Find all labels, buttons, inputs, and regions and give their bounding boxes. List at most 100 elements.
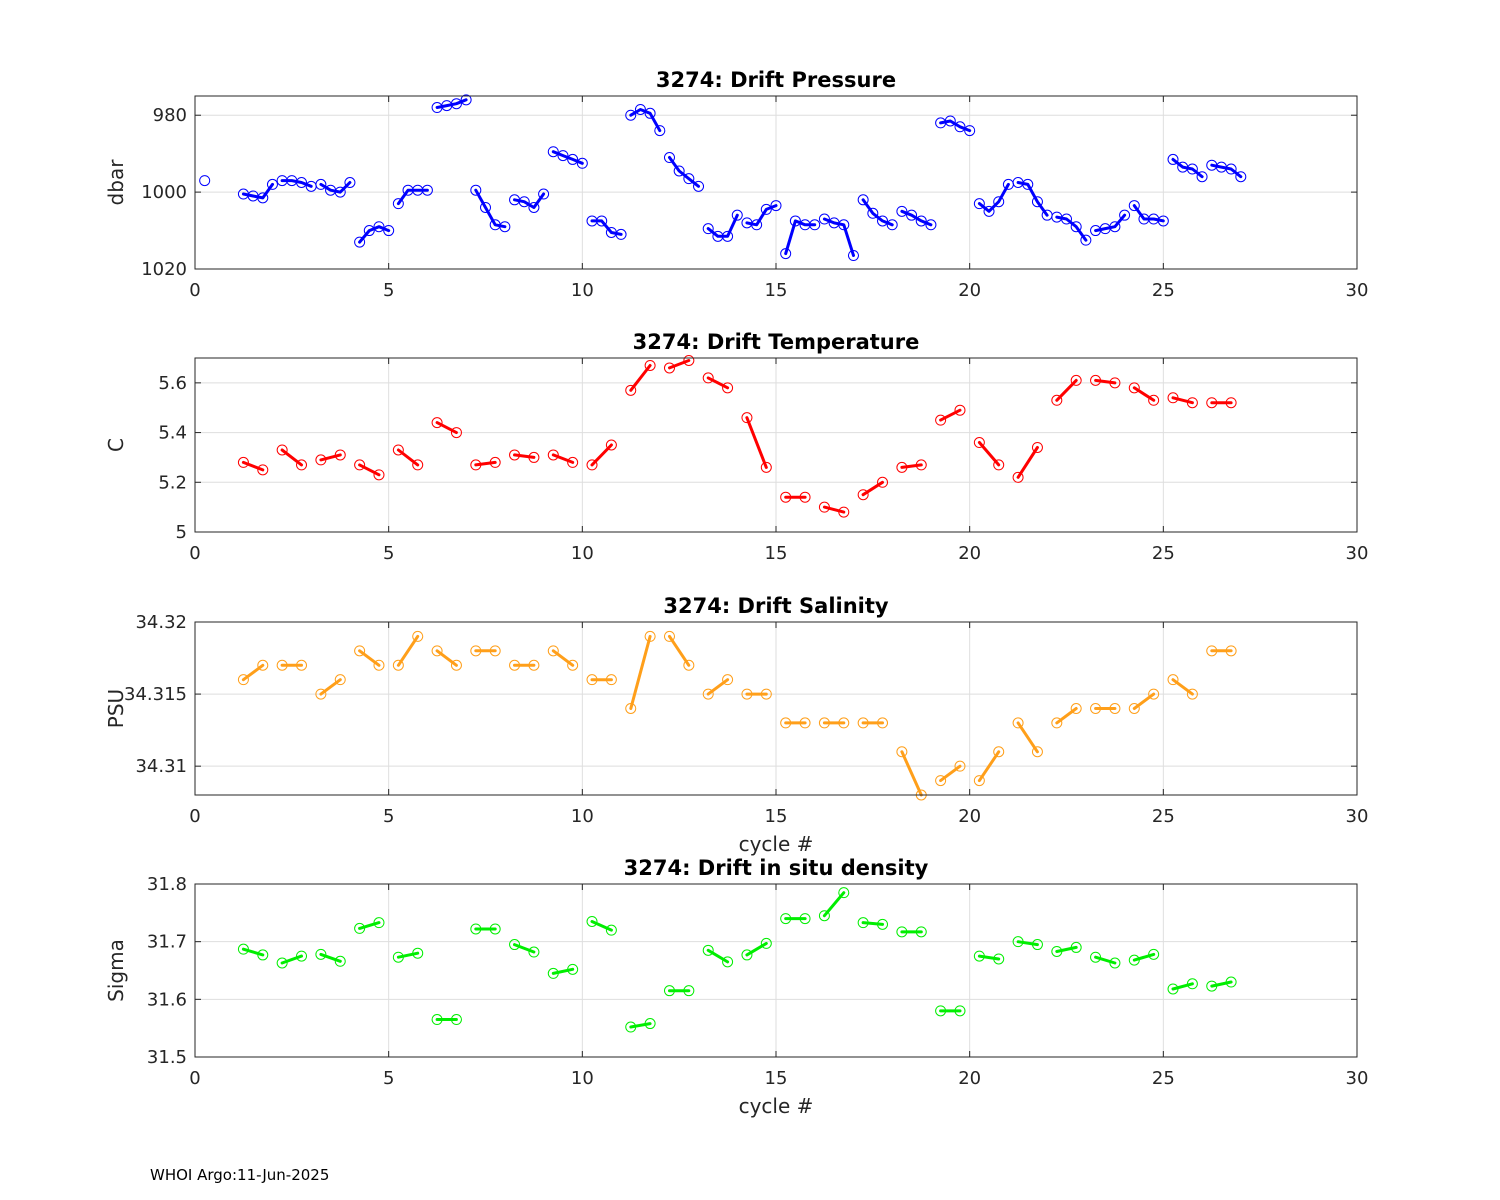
data-point xyxy=(663,362,675,374)
data-point xyxy=(1148,394,1160,406)
data-point xyxy=(547,146,559,158)
chart-title: 3274: Drift Pressure xyxy=(656,68,896,92)
data-point xyxy=(383,225,395,237)
y-tick-label: 31.8 xyxy=(147,874,187,895)
data-point xyxy=(354,459,366,471)
data-point xyxy=(954,760,966,772)
data-point xyxy=(1070,374,1082,386)
profile-23 xyxy=(1090,703,1121,714)
data-point xyxy=(877,918,889,930)
profile-21 xyxy=(1012,441,1043,483)
profile-6 xyxy=(392,184,433,210)
profile-25 xyxy=(1167,392,1198,409)
data-point xyxy=(373,917,385,929)
data-point xyxy=(547,967,559,979)
data-point xyxy=(315,454,327,466)
data-point xyxy=(993,746,1005,758)
data-point xyxy=(470,459,482,471)
data-point xyxy=(392,198,404,210)
profile-1 xyxy=(199,175,211,187)
x-tick-label: 25 xyxy=(1152,280,1175,301)
data-point xyxy=(470,645,482,657)
profile-22 xyxy=(1051,703,1082,729)
data-point xyxy=(412,947,424,959)
data-point xyxy=(373,221,385,233)
data-point xyxy=(1128,200,1140,212)
data-point xyxy=(1128,954,1140,966)
profile-20 xyxy=(935,115,976,137)
data-point xyxy=(1167,153,1179,165)
data-point xyxy=(818,717,830,729)
data-point xyxy=(431,1014,443,1026)
data-point xyxy=(392,659,404,671)
series-line xyxy=(977,182,1010,213)
data-point xyxy=(450,659,462,671)
data-point xyxy=(799,913,811,925)
profile-26 xyxy=(1206,397,1237,409)
data-point xyxy=(615,228,627,240)
data-point xyxy=(605,924,617,936)
data-point xyxy=(1070,941,1082,953)
data-point xyxy=(935,775,947,787)
y-tick-label: 1000 xyxy=(141,182,187,203)
series-line xyxy=(706,948,730,964)
data-point xyxy=(586,674,598,686)
data-point xyxy=(973,437,985,449)
profile-2 xyxy=(276,659,308,671)
data-point xyxy=(1186,163,1198,175)
profile-25 xyxy=(1167,978,1198,995)
data-point xyxy=(683,173,695,185)
profile-13 xyxy=(702,944,734,968)
profile-16 xyxy=(780,215,821,260)
data-point xyxy=(354,236,366,248)
x-tick-label: 25 xyxy=(1152,806,1175,827)
profile-7 xyxy=(470,645,501,657)
series-line xyxy=(1132,952,1156,962)
profile-15 xyxy=(741,200,782,231)
profile-12 xyxy=(663,630,695,671)
data-point xyxy=(644,1018,656,1030)
data-point xyxy=(663,152,675,164)
y-tick-label: 34.32 xyxy=(135,612,187,633)
data-point xyxy=(838,506,850,518)
data-point xyxy=(1012,717,1024,729)
y-tick-label: 34.31 xyxy=(135,756,187,777)
profile-4 xyxy=(354,917,385,934)
data-point xyxy=(993,196,1005,208)
data-point xyxy=(509,939,521,951)
series-line xyxy=(668,156,700,188)
data-point xyxy=(1148,948,1160,960)
data-point xyxy=(1070,221,1082,233)
data-point xyxy=(906,209,918,221)
data-point xyxy=(847,250,859,262)
data-point xyxy=(751,219,763,231)
x-tick-label: 0 xyxy=(189,806,200,827)
data-point xyxy=(634,103,646,115)
data-point xyxy=(1090,374,1102,386)
data-point xyxy=(276,444,288,456)
x-tick-label: 5 xyxy=(383,280,394,301)
series-line xyxy=(551,453,575,464)
data-point xyxy=(528,201,540,213)
data-point xyxy=(450,98,462,110)
data-point xyxy=(489,923,501,935)
data-point xyxy=(702,688,714,700)
profile-6 xyxy=(431,1014,462,1026)
x-tick-label: 10 xyxy=(571,543,594,564)
data-point xyxy=(199,175,211,187)
x-tick-label: 30 xyxy=(1346,543,1369,564)
data-point xyxy=(315,688,327,700)
data-point xyxy=(528,451,540,463)
x-tick-label: 30 xyxy=(1346,280,1369,301)
data-point xyxy=(538,188,550,200)
profile-5 xyxy=(392,947,424,963)
profile-16 xyxy=(818,717,850,729)
data-point xyxy=(586,915,598,927)
series-line xyxy=(435,649,458,667)
data-point xyxy=(431,417,443,429)
series-line xyxy=(513,453,536,459)
data-point xyxy=(702,372,714,384)
data-point xyxy=(993,459,1005,471)
